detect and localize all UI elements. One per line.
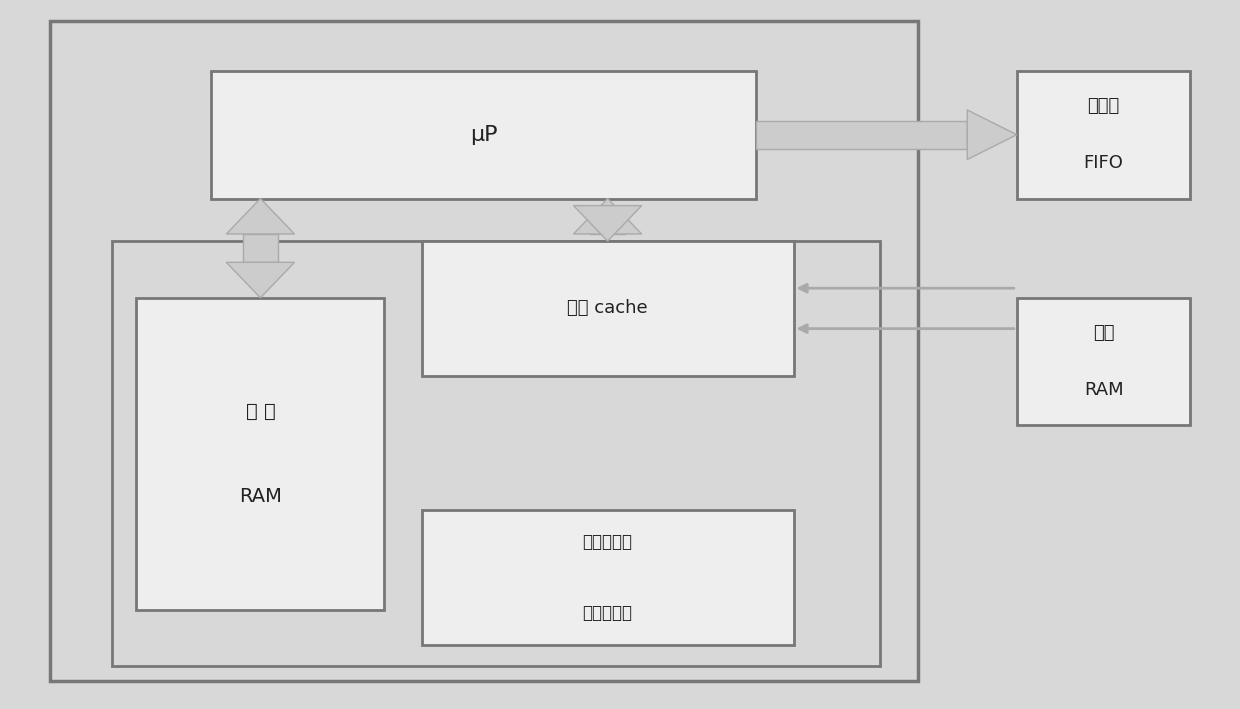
Text: 状态及控制: 状态及控制: [583, 533, 632, 552]
Bar: [50, 21, 918, 681]
Bar: [243, 234, 278, 262]
FancyArrowPatch shape: [800, 325, 1014, 333]
Bar: [756, 121, 967, 149]
Bar: [1017, 71, 1190, 199]
Text: RAM: RAM: [1084, 381, 1123, 399]
Text: 寄存器文件: 寄存器文件: [583, 604, 632, 623]
Text: 配置字: 配置字: [1087, 97, 1120, 116]
Polygon shape: [573, 206, 642, 241]
FancyArrowPatch shape: [800, 284, 1014, 292]
Text: 指令: 指令: [1092, 324, 1115, 342]
Bar: [590, 206, 625, 234]
Bar: [1017, 298, 1190, 425]
Text: 指令 cache: 指令 cache: [567, 299, 649, 318]
Bar: [211, 71, 756, 199]
Bar: [422, 241, 794, 376]
Bar: [422, 510, 794, 645]
Text: RAM: RAM: [239, 487, 281, 506]
Bar: [136, 298, 384, 610]
Text: 本 地: 本 地: [246, 402, 275, 420]
Polygon shape: [227, 262, 295, 298]
Text: FIFO: FIFO: [1084, 154, 1123, 172]
Polygon shape: [573, 199, 642, 234]
Text: μP: μP: [470, 125, 497, 145]
Bar: [112, 241, 880, 666]
Polygon shape: [227, 199, 295, 234]
Polygon shape: [967, 110, 1017, 160]
